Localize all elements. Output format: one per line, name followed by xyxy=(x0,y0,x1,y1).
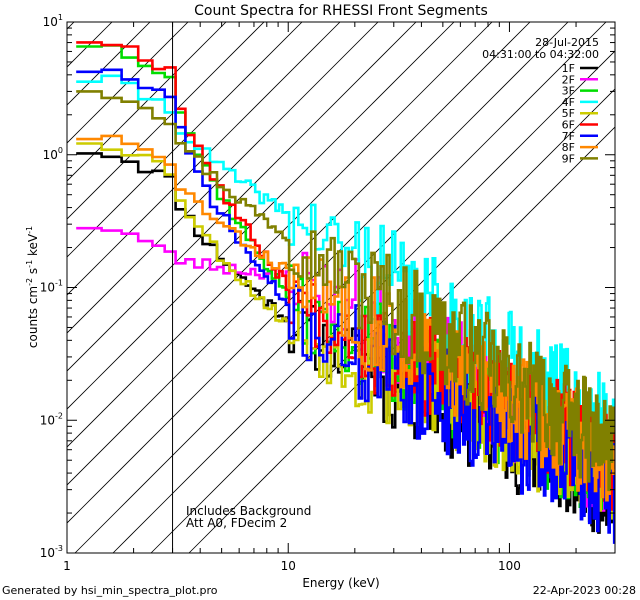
x-tick-label: 1 xyxy=(63,559,71,573)
below-threshold-hatch xyxy=(67,22,615,553)
hatch-line xyxy=(67,22,151,106)
footer-timestamp: 22-Apr-2023 00:28 xyxy=(533,584,636,597)
y-tick-label: 10-3 xyxy=(40,544,63,560)
hatch-line xyxy=(150,88,615,553)
hatch-line xyxy=(67,22,113,68)
hatch-line xyxy=(67,22,189,144)
x-axis-label: Energy (keV) xyxy=(302,576,379,590)
date-label: 28-Jul-2015 xyxy=(535,36,599,49)
series-layer xyxy=(76,41,615,544)
legend-label-8f: 8F xyxy=(562,141,575,154)
hatch-line xyxy=(188,126,615,553)
y-tick-label: 100 xyxy=(43,146,63,162)
spectrum-9f xyxy=(76,90,615,492)
legend-label-3f: 3F xyxy=(562,85,575,98)
legend-label-2f: 2F xyxy=(562,73,575,86)
x-axis-ticks: 1 10 100 xyxy=(63,22,616,573)
footer-generator: Generated by hsi_min_spectra_plot.pro xyxy=(2,584,218,597)
legend-label-7f: 7F xyxy=(562,130,575,143)
hatch-line xyxy=(67,22,493,448)
hatch-line xyxy=(67,22,265,220)
legend-label-1f: 1F xyxy=(562,62,575,75)
y-tick-label: 10-1 xyxy=(40,279,63,295)
legend-label-6f: 6F xyxy=(562,119,575,132)
chart-title: Count Spectra for RHESSI Front Segments xyxy=(194,3,488,19)
x-tick-label: 10 xyxy=(281,559,296,573)
time-range-label: 04:31:00 to 04:32:00 xyxy=(482,48,599,61)
x-tick-label: 100 xyxy=(498,559,521,573)
legend-label-5f: 5F xyxy=(562,107,575,120)
hatch-line xyxy=(67,22,227,182)
y-tick-label: 101 xyxy=(43,13,63,29)
y-axis-ticks: 10-3 10-2 10-1 100 101 xyxy=(40,13,615,560)
hatch-line xyxy=(112,50,615,553)
legend-label-9f: 9F xyxy=(562,152,575,165)
legend-label-4f: 4F xyxy=(562,96,575,109)
annotation-attenuator: Att A0, FDecim 2 xyxy=(186,516,287,530)
hatch-line xyxy=(67,22,531,486)
hatch-line xyxy=(67,22,341,296)
hatch-line xyxy=(67,22,379,334)
annotation-background: Includes Background xyxy=(186,504,311,518)
hatch-line xyxy=(67,22,417,372)
hatch-line xyxy=(67,22,303,258)
y-tick-label: 10-2 xyxy=(40,411,63,427)
spectrum-1f xyxy=(76,152,615,534)
hatch-line xyxy=(67,22,455,410)
y-axis-label: counts cm-2 s-1 keV-1 xyxy=(25,226,40,348)
